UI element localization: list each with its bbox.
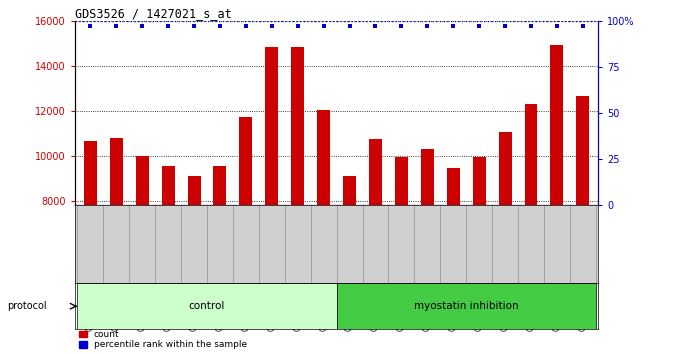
Bar	[343, 176, 356, 354]
Bar	[239, 117, 252, 354]
Legend: count, percentile rank within the sample: count, percentile rank within the sample	[80, 330, 247, 349]
Bar	[369, 139, 382, 354]
Bar	[214, 166, 226, 354]
Bar	[498, 132, 511, 354]
Bar	[84, 141, 97, 354]
Bar	[395, 157, 408, 354]
Text: protocol: protocol	[7, 301, 46, 311]
Text: GDS3526 / 1427021_s_at: GDS3526 / 1427021_s_at	[75, 7, 232, 20]
Bar	[421, 149, 434, 354]
Bar	[524, 104, 537, 354]
Bar	[78, 283, 337, 329]
Bar	[162, 166, 175, 354]
Bar	[473, 157, 486, 354]
Bar	[337, 283, 596, 329]
Bar	[265, 47, 278, 354]
Bar	[447, 168, 460, 354]
Bar	[577, 96, 590, 354]
Text: myostatin inhibition: myostatin inhibition	[414, 301, 519, 311]
Bar	[317, 110, 330, 354]
Bar	[291, 47, 304, 354]
Bar	[109, 138, 123, 354]
Bar	[136, 156, 149, 354]
Bar	[188, 176, 201, 354]
Text: control: control	[189, 301, 225, 311]
Bar	[550, 45, 564, 354]
